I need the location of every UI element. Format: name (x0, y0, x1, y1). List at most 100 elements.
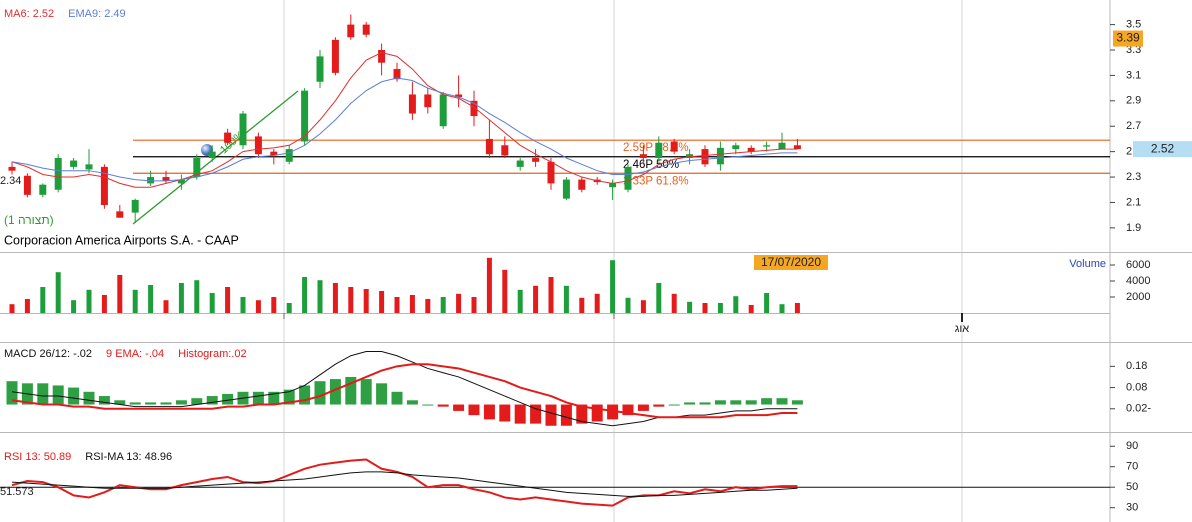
volume-bar (178, 283, 184, 313)
volume-bar (440, 297, 446, 313)
histogram-bar (637, 404, 649, 411)
legend-entry: MACD 26/12: -.02 (4, 348, 92, 360)
candle-body (701, 149, 709, 165)
candle-body (8, 166, 16, 171)
volume-bar (594, 293, 600, 313)
candle-body (686, 154, 694, 158)
left-value-label: 51.573 (0, 486, 34, 498)
volume-bar (132, 289, 138, 313)
candle-body (655, 142, 663, 158)
volume-bar (409, 295, 415, 313)
histogram-bar (468, 404, 480, 416)
y-tick-label: 70 (1126, 461, 1138, 473)
volume-bar (517, 289, 523, 313)
volume-bar (687, 301, 693, 313)
candle-body (224, 132, 232, 143)
histogram-bar (37, 383, 49, 405)
histogram-bar (268, 391, 280, 405)
legend-entry: MA6: 2.52 (4, 8, 54, 20)
candle-body (455, 94, 463, 98)
histogram-bar (499, 404, 511, 422)
y-tick-label: 3.5 (1126, 19, 1141, 31)
volume-bar (101, 295, 107, 313)
candle-body (177, 179, 185, 184)
candle-body (85, 164, 93, 170)
histogram-bar (114, 400, 126, 405)
y-tick-label: 2.7 (1126, 120, 1141, 132)
candle-body (763, 145, 771, 147)
candle-body (23, 175, 31, 195)
y-tick-label: 0.08 (1126, 381, 1147, 393)
volume-bar (502, 269, 508, 313)
volume-bar (317, 280, 323, 313)
candle-body (732, 145, 740, 150)
candle-body (470, 100, 478, 117)
y-tick-label: 1.9 (1126, 222, 1141, 234)
histogram-bar (283, 389, 295, 405)
histogram-bar (684, 402, 696, 405)
volume-bar (563, 285, 569, 313)
volume-bar (363, 289, 369, 313)
candle-body (316, 56, 324, 82)
chart-title: Corporacion America Airports S.A. - CAAP (4, 233, 239, 247)
candle-body (285, 149, 293, 162)
candle-body (624, 166, 632, 190)
candle-body (439, 94, 447, 127)
histogram-bar (514, 404, 526, 424)
y-tick-label: 3.3 (1126, 44, 1141, 56)
candle-body (100, 166, 108, 205)
histogram-bar (252, 391, 264, 405)
candle-body (532, 157, 540, 162)
candle-body (408, 94, 416, 114)
volume-bar (148, 285, 154, 313)
volume-bar (610, 260, 616, 313)
volume-bar (486, 257, 492, 313)
volume-bar (579, 297, 585, 313)
candle-body (254, 136, 262, 155)
histogram-bar (68, 387, 80, 405)
volume-title: Volume (1069, 258, 1106, 270)
price-label-box (1133, 141, 1192, 158)
volume-bar (225, 287, 231, 313)
histogram-bar (391, 391, 403, 405)
candle-body (301, 90, 309, 142)
line (11, 77, 798, 182)
volume-bar (86, 289, 92, 313)
histogram-bar (730, 400, 742, 405)
candle-body (131, 199, 139, 213)
histogram-bar (206, 396, 218, 405)
candle-body (193, 157, 201, 178)
volume-bar (625, 297, 631, 313)
legend-entry: RSI-MA 13: 48.96 (85, 451, 172, 463)
volume-bar (748, 305, 754, 313)
candle-body (116, 211, 124, 218)
candle-body (747, 147, 755, 152)
candle-body (562, 179, 570, 199)
y-tick-label: 2.3 (1126, 171, 1141, 183)
candle-body (501, 145, 509, 156)
line (11, 52, 798, 188)
volume-bar (332, 283, 338, 313)
volume-bar (240, 297, 246, 313)
histogram-bar (6, 381, 18, 405)
volume-bar (702, 303, 708, 313)
volume-bar (548, 277, 554, 313)
volume-bar (209, 293, 215, 313)
cursor-label: 17/07/2020 (761, 255, 821, 269)
line (11, 363, 798, 419)
histogram-bar (145, 402, 157, 405)
volume-bar (471, 297, 477, 313)
histogram-bar (52, 385, 64, 405)
price-label-box (1113, 30, 1143, 47)
volume-bar (640, 300, 646, 313)
candle-body (716, 147, 724, 165)
candle-body (39, 184, 47, 195)
histogram-bar (745, 400, 757, 405)
histogram-bar (406, 400, 418, 405)
volume-bar (286, 303, 292, 313)
volume-bar (194, 280, 200, 313)
histogram-bar (668, 404, 680, 406)
histogram-bar (591, 404, 603, 422)
